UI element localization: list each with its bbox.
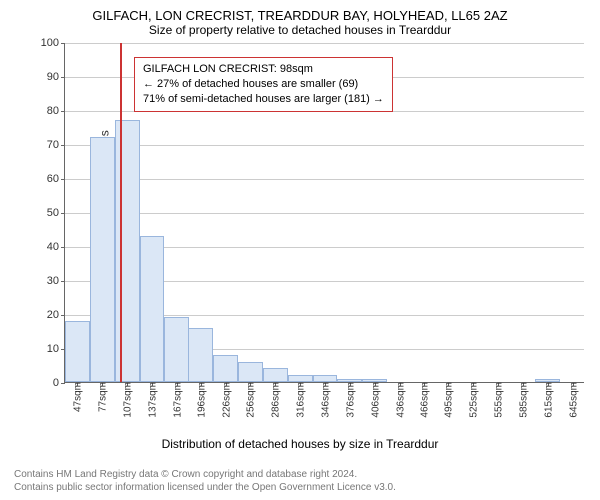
chart-area: Number of detached properties 0102030405… [64,43,584,383]
xtick-label: 346sqm [319,382,332,418]
info-line-3: 71% of semi-detached houses are larger (… [143,92,384,107]
histogram-bar [90,137,115,382]
ytick-label: 10 [47,343,65,355]
xtick-label: 77sqm [96,382,109,412]
x-axis-label: Distribution of detached houses by size … [14,437,586,451]
histogram-bar [313,375,338,382]
gridline [65,213,584,214]
ytick-label: 100 [41,37,65,49]
ytick-label: 0 [53,377,65,389]
xtick-label: 466sqm [418,382,431,418]
chart-subtitle: Size of property relative to detached ho… [14,23,586,37]
ytick-label: 20 [47,309,65,321]
xtick-label: 555sqm [492,382,505,418]
xtick-label: 226sqm [219,382,232,418]
ytick-label: 40 [47,241,65,253]
footer-line-2: Contains public sector information licen… [14,482,586,495]
xtick-label: 47sqm [71,382,84,412]
xtick-label: 286sqm [269,382,282,418]
gridline [65,145,584,146]
histogram-bar [263,368,288,382]
xtick-label: 495sqm [442,382,455,418]
ytick-label: 90 [47,71,65,83]
xtick-label: 316sqm [294,382,307,418]
xtick-label: 196sqm [194,382,207,418]
footer-line-1: Contains HM Land Registry data © Crown c… [14,469,586,482]
histogram-bar [140,236,165,382]
xtick-label: 615sqm [541,382,554,418]
xtick-label: 406sqm [368,382,381,418]
info-line-2: ← 27% of detached houses are smaller (69… [143,77,384,92]
footer: Contains HM Land Registry data © Crown c… [14,469,586,494]
gridline [65,43,584,44]
xtick-label: 137sqm [145,382,158,418]
xtick-label: 585sqm [516,382,529,418]
info-box: GILFACH LON CRECRIST: 98sqm ← 27% of det… [134,57,393,112]
histogram-bar [65,321,90,382]
histogram-bar [115,120,140,382]
chart-container: GILFACH, LON CRECRIST, TREARDDUR BAY, HO… [0,0,600,500]
xtick-label: 107sqm [121,382,134,418]
histogram-bar [164,317,189,382]
xtick-label: 167sqm [170,382,183,418]
xtick-label: 645sqm [566,382,579,418]
ytick-label: 80 [47,105,65,117]
xtick-label: 376sqm [343,382,356,418]
info-line-1: GILFACH LON CRECRIST: 98sqm [143,62,384,77]
ytick-label: 60 [47,173,65,185]
ytick-label: 30 [47,275,65,287]
chart-title: GILFACH, LON CRECRIST, TREARDDUR BAY, HO… [14,8,586,23]
histogram-bar [213,355,238,382]
histogram-bar [188,328,213,382]
xtick-label: 525sqm [467,382,480,418]
gridline [65,179,584,180]
ytick-label: 50 [47,207,65,219]
ytick-label: 70 [47,139,65,151]
property-marker-line [120,43,122,382]
histogram-bar [288,375,313,382]
xtick-label: 436sqm [393,382,406,418]
histogram-bar [238,362,263,382]
xtick-label: 256sqm [244,382,257,418]
